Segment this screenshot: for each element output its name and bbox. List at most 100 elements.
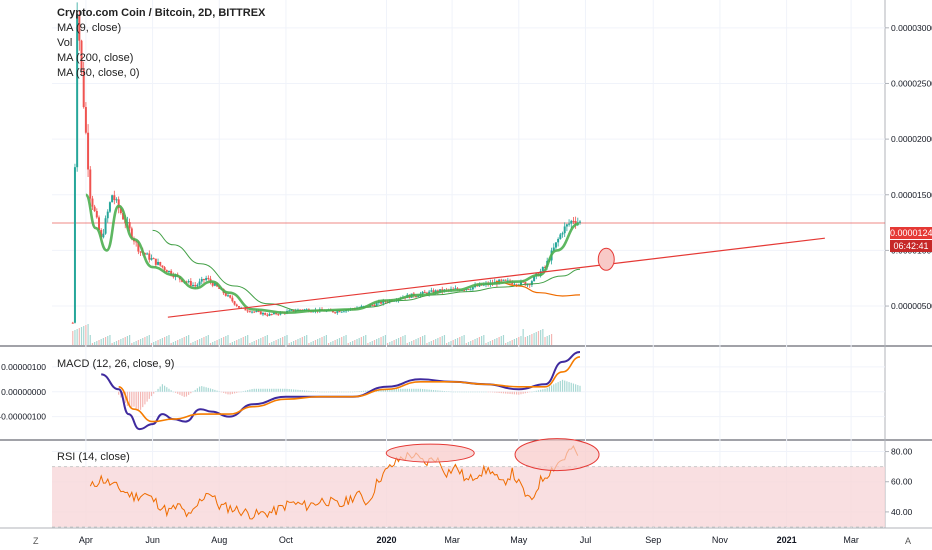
- volume-bar: [332, 341, 334, 345]
- macd-histogram-bar: [382, 389, 384, 392]
- volume-bar: [284, 336, 286, 345]
- volume-bar: [529, 335, 531, 345]
- macd-histogram-bar: [572, 383, 575, 392]
- macd-histogram-bar: [290, 389, 293, 392]
- volume-bar: [463, 335, 465, 345]
- macd-histogram-bar: [214, 389, 216, 392]
- macd-histogram-bar: [212, 389, 214, 392]
- legend-ma200[interactable]: MA (200, close): [57, 52, 134, 64]
- macd-histogram-bar: [273, 388, 275, 392]
- macd-histogram-bar: [513, 391, 516, 395]
- macd-histogram-bar: [494, 391, 496, 393]
- volume-bar: [478, 337, 481, 345]
- volume-bar: [148, 335, 150, 345]
- candle-body: [277, 314, 280, 316]
- x-tick-label: Nov: [712, 535, 729, 545]
- rsi-legend[interactable]: RSI (14, close): [57, 451, 130, 463]
- candle-body: [229, 295, 232, 298]
- macd-histogram-bar: [395, 388, 397, 392]
- volume-bar: [542, 329, 544, 345]
- legend-vol[interactable]: Vol: [57, 37, 73, 49]
- volume-bar: [314, 340, 317, 345]
- volume-bar: [166, 336, 168, 345]
- macd-histogram-bar: [470, 391, 472, 393]
- volume-bar: [417, 338, 419, 345]
- candle-body: [513, 284, 516, 286]
- macd-histogram: [118, 379, 581, 411]
- macd-histogram-bar: [334, 391, 336, 393]
- x-tick-label: Mar: [843, 535, 859, 545]
- annotation-ellipse: [385, 443, 475, 463]
- symbol-title[interactable]: Crypto.com Coin / Bitcoin, 2D, BITTREX: [57, 7, 266, 19]
- candle-body: [187, 280, 190, 283]
- volume-bar: [327, 343, 330, 345]
- ma9-line: [84, 193, 580, 315]
- volume-bar: [402, 336, 404, 345]
- volume-bar: [282, 337, 284, 345]
- volume-bar: [360, 337, 362, 345]
- candle-body: [111, 195, 114, 203]
- candle-body: [89, 169, 92, 199]
- volume-bar: [236, 340, 238, 345]
- candle-body: [150, 258, 153, 260]
- volume-bar: [266, 335, 268, 345]
- volume-bar: [214, 341, 216, 345]
- volume-bar: [198, 339, 201, 345]
- candle-body: [235, 304, 238, 307]
- volume-bar: [441, 336, 443, 345]
- volume-bar: [299, 338, 301, 345]
- volume-bar: [122, 338, 124, 345]
- volume-bar: [194, 341, 196, 345]
- volume-bar: [330, 342, 332, 345]
- log-scale-button[interactable]: Z: [33, 536, 39, 546]
- macd-histogram-bar: [540, 389, 542, 392]
- candle-body: [200, 278, 203, 282]
- macd-histogram-bar: [439, 390, 441, 392]
- volume-bar: [115, 341, 118, 345]
- volume-bar: [317, 339, 319, 345]
- candle-body: [224, 293, 227, 296]
- volume-bar: [411, 341, 413, 345]
- macd-histogram-bar: [564, 380, 566, 392]
- legend-ma9[interactable]: MA (9, close): [57, 22, 122, 34]
- macd-histogram-bar: [413, 388, 415, 392]
- volume-bar: [295, 340, 297, 345]
- volume-bar: [489, 341, 491, 345]
- legend-ma50[interactable]: MA (50, close, 0): [57, 67, 140, 79]
- candle-body: [380, 301, 383, 304]
- volume-bar: [358, 338, 360, 345]
- candle-body: [237, 306, 240, 308]
- volume-bar: [185, 336, 188, 345]
- volume-bar: [126, 336, 129, 345]
- x-axis: Apr Jun Aug Oct 2020 Mar May Jul Sep Nov 2021 Mar: [79, 535, 859, 545]
- candle-body: [163, 267, 166, 271]
- auto-scale-button[interactable]: A: [905, 536, 912, 546]
- volume-bar: [461, 336, 463, 345]
- volume-bar: [540, 330, 542, 345]
- volume-bar: [397, 338, 400, 345]
- candle-body: [192, 284, 195, 286]
- macd-histogram-bar: [347, 391, 349, 393]
- macd-histogram-bar: [443, 391, 446, 392]
- macd-histogram-bar: [476, 391, 478, 393]
- macd-histogram-bar: [380, 389, 382, 392]
- volume-bar: [391, 341, 393, 345]
- candle-body: [73, 167, 76, 323]
- volume-bar: [459, 337, 461, 345]
- macd-histogram-bar: [198, 386, 201, 392]
- rsi-band: [52, 466, 885, 527]
- macd-pane: [101, 351, 581, 431]
- volume-bar: [306, 335, 308, 345]
- candle-body: [104, 218, 107, 234]
- macd-histogram-bar: [203, 386, 205, 392]
- macd-legend[interactable]: MACD (12, 26, close, 9): [57, 358, 175, 370]
- volume-bar: [522, 329, 524, 345]
- macd-histogram-bar: [485, 391, 487, 393]
- volume-bar: [378, 338, 380, 345]
- macd-histogram-bar: [535, 390, 537, 392]
- candle-body: [80, 40, 83, 70]
- macd-histogram-bar: [163, 385, 166, 392]
- macd-histogram-bar: [387, 388, 389, 392]
- candle-body: [102, 233, 105, 238]
